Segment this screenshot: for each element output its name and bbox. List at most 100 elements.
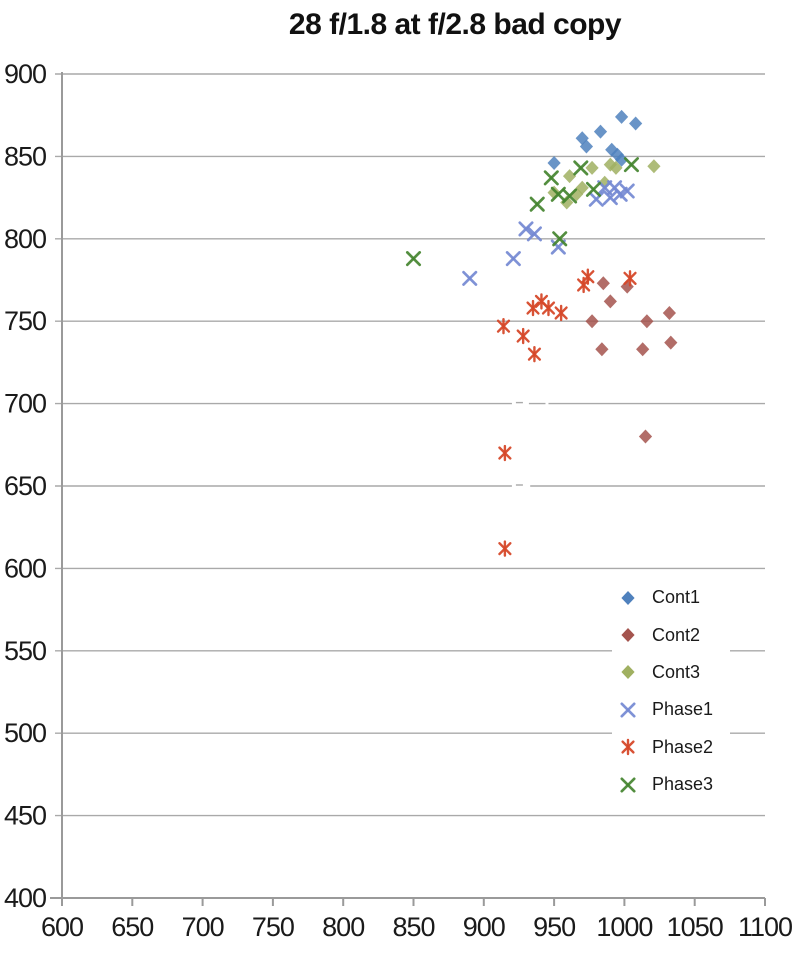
gridline-break-1 [511,483,531,489]
legend-entry-phase2: Phase2 [612,729,730,766]
y-tick-label-650: 650 [4,471,46,501]
legend-label-cont1: Cont1 [652,587,701,608]
point-Cont3 [562,169,577,184]
point-Phase3 [405,251,422,267]
point-Phase1 [526,226,542,242]
x-tick-label-1050: 1050 [667,912,723,942]
chart-title: 28 f/1.8 at f/2.8 bad copy [288,8,622,41]
legend-marker-Cont3 [621,665,635,680]
point-Cont1 [614,109,629,124]
x-tick-label-750: 750 [252,912,294,942]
y-tick-label-450: 450 [4,801,46,831]
point-Cont1 [547,155,561,170]
point-Cont2 [596,276,610,291]
point-Phase2 [526,299,540,317]
series-Cont1 [547,109,643,170]
legend-entry-cont1: Cont1 [612,579,730,616]
point-Cont1 [579,139,594,154]
point-Cont2 [662,305,676,320]
point-Phase2 [496,317,511,335]
legend-label-phase2: Phase2 [652,736,714,757]
legend-entry-phase3: Phase3 [612,766,730,803]
series-Phase2 [496,268,637,557]
diamond-marker-icon [621,628,635,643]
x-tick-label-900: 900 [463,912,505,942]
x-marker-icon [620,702,636,718]
point-Phase1 [619,183,635,199]
y-tick-label-900: 900 [4,59,46,89]
point-Cont3 [609,160,623,175]
point-Cont2 [585,314,599,329]
legend-marker-Cont2 [621,628,635,643]
legend-label-cont2: Cont2 [652,624,701,645]
series-Cont2 [585,276,678,444]
x-tick-label-1100: 1100 [738,912,792,942]
point-Cont1 [593,124,608,139]
point-Cont1 [614,152,629,167]
point-Cont3 [560,195,574,210]
point-Phase2 [581,268,595,285]
legend-entry-cont3: Cont3 [612,654,730,691]
point-Phase1 [462,270,478,286]
x-tick-label-800: 800 [322,912,364,942]
point-Phase3 [529,196,545,212]
point-Phase3 [573,160,589,176]
point-Phase3 [623,157,639,173]
point-Cont2 [595,342,609,357]
y-tick-label-800: 800 [4,224,46,254]
point-Cont3 [647,159,661,174]
diamond-marker-icon [621,665,635,680]
point-Phase2 [498,540,512,557]
legend: Cont1 Cont2 Cont3 Phase1 Phase2 Phase3 [612,579,730,804]
point-Cont2 [664,335,678,350]
point-Phase2 [554,304,568,322]
star-marker-icon [621,739,635,756]
point-Phase2 [623,270,637,287]
point-Cont2 [603,294,617,309]
x-tick-label-950: 950 [533,912,575,942]
x-tick-label-850: 850 [392,912,434,942]
legend-entry-cont2: Cont2 [612,616,730,653]
point-Phase3 [562,188,578,204]
y-tick-label-850: 850 [4,141,46,171]
legend-entry-phase1: Phase1 [612,691,730,728]
point-Cont1 [605,142,619,157]
series-Phase1 [462,180,635,286]
y-tick-label-550: 550 [4,636,46,666]
x-tick-label-650: 650 [111,912,153,942]
diamond-marker-icon [621,590,635,605]
x-tick-label-600: 600 [41,912,83,942]
point-Phase2 [498,444,512,462]
legend-label-phase1: Phase1 [652,699,714,720]
x-marker-icon [620,777,636,793]
point-Phase1 [518,221,534,237]
y-tick-label-700: 700 [4,389,46,419]
legend-marker-Phase1 [620,702,636,718]
y-tick-label-500: 500 [4,718,46,748]
legend-marker-Cont1 [621,590,635,605]
point-Cont1 [629,116,643,131]
point-Cont2 [640,314,654,329]
x-tick-label-700: 700 [182,912,224,942]
point-Cont1 [575,131,589,146]
y-tick-label-600: 600 [4,553,46,583]
point-Phase2 [527,345,542,363]
y-tick-label-750: 750 [4,306,46,336]
point-Phase1 [612,186,628,202]
point-Phase2 [516,327,530,345]
series-Phase3 [405,157,639,267]
legend-label-cont3: Cont3 [652,661,701,682]
point-Cont2 [638,429,653,444]
point-Phase3 [552,231,568,247]
legend-label-phase3: Phase3 [652,774,714,795]
legend-marker-Phase2 [621,739,635,756]
point-Phase2 [534,293,549,310]
point-Cont2 [636,342,650,357]
point-Cont3 [585,160,599,175]
point-Phase1 [505,251,521,267]
y-tick-label-400: 400 [4,883,46,913]
legend-marker-Phase3 [620,777,636,793]
point-Phase3 [585,181,602,197]
